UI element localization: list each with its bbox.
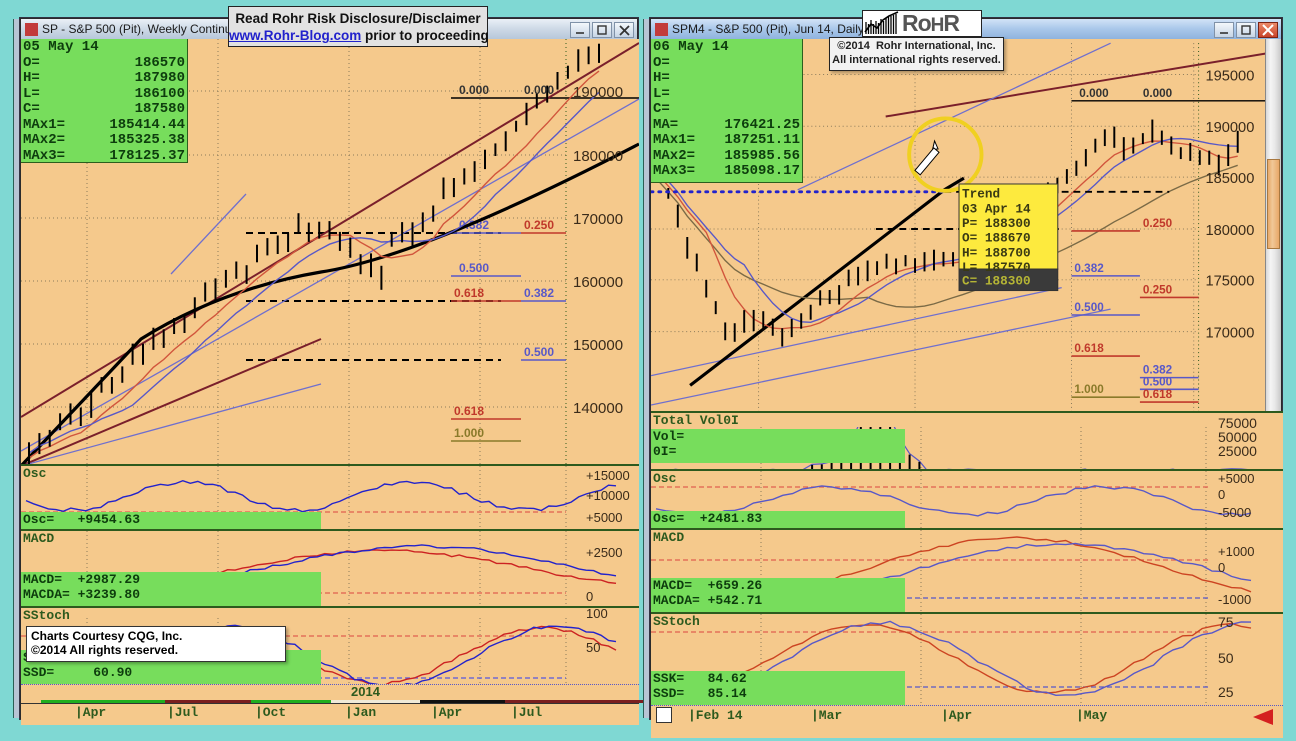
svg-text:C= 188300: C= 188300: [962, 274, 1031, 289]
svg-text:0.000: 0.000: [1079, 87, 1109, 100]
svg-text:0.000: 0.000: [459, 83, 489, 97]
svg-text:0.618: 0.618: [454, 404, 484, 418]
svg-text:0.618: 0.618: [454, 286, 484, 300]
svg-text:0.382: 0.382: [524, 286, 554, 300]
svg-text:O= 188670: O= 188670: [962, 231, 1031, 246]
svg-text:H= 188700: H= 188700: [962, 245, 1031, 260]
svg-text:150000: 150000: [573, 337, 623, 354]
svg-text:140000: 140000: [573, 400, 623, 417]
svg-text:0.000: 0.000: [1143, 87, 1173, 100]
svg-text:0.250: 0.250: [524, 218, 554, 232]
svg-text:0.000: 0.000: [524, 83, 554, 97]
svg-text:1.000: 1.000: [1074, 383, 1104, 396]
svg-text:0.382: 0.382: [1074, 262, 1104, 275]
svg-text:170000: 170000: [1205, 326, 1254, 342]
svg-text:P= 188300: P= 188300: [962, 216, 1031, 231]
svg-text:0.500: 0.500: [459, 261, 489, 275]
svg-text:1.000: 1.000: [454, 426, 484, 440]
svg-text:0.618: 0.618: [1074, 342, 1104, 355]
svg-text:0.500: 0.500: [1143, 375, 1173, 388]
svg-text:185000: 185000: [1205, 171, 1254, 187]
svg-text:170000: 170000: [573, 211, 623, 228]
svg-text:180000: 180000: [573, 148, 623, 165]
svg-text:175000: 175000: [1205, 274, 1254, 290]
svg-text:190000: 190000: [573, 84, 623, 101]
svg-text:0.500: 0.500: [524, 345, 554, 359]
svg-text:0.500: 0.500: [1074, 301, 1104, 314]
svg-text:Trend: Trend: [962, 187, 1000, 202]
svg-text:03 Apr 14: 03 Apr 14: [962, 201, 1031, 216]
svg-text:180000: 180000: [1205, 223, 1254, 239]
svg-text:0.250: 0.250: [1143, 217, 1173, 230]
svg-text:195000: 195000: [1205, 68, 1254, 84]
svg-text:0.250: 0.250: [1143, 284, 1173, 297]
svg-text:0.618: 0.618: [1143, 388, 1173, 401]
svg-text:160000: 160000: [573, 274, 623, 291]
svg-text:190000: 190000: [1205, 120, 1254, 136]
